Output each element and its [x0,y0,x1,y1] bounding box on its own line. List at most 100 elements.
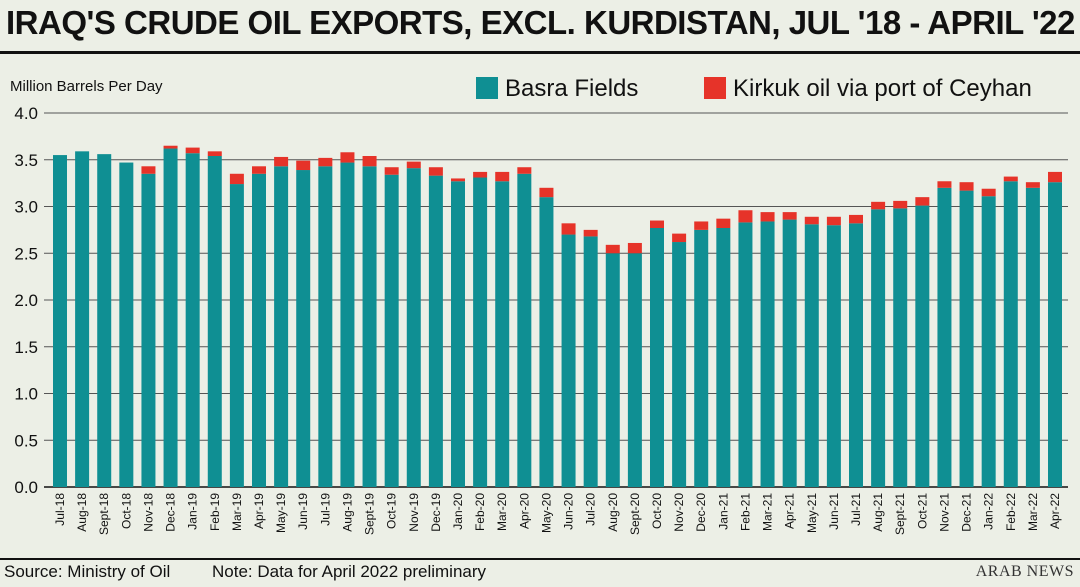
bar-basra-may-19 [274,166,289,488]
bar-basra-apr-21 [782,219,797,487]
x-tick-label: Nov-20 [672,493,686,532]
bar-basra-oct-18 [119,162,134,487]
bar-basra-sept-19 [362,166,377,488]
legend-swatch-basra [476,77,498,99]
bar-kirkuk-apr-21 [782,212,797,220]
bar-basra-mar-20 [495,181,510,487]
bar-kirkuk-mar-19 [229,173,244,185]
x-tick-label: Apr-21 [783,493,797,529]
bar-basra-sept-18 [97,154,112,487]
bar-kirkuk-dec-20 [694,221,709,230]
x-tick-label: Aug-18 [75,493,89,532]
bar-kirkuk-apr-19 [252,166,266,174]
bar-kirkuk-jan-19 [185,147,200,154]
x-tick-label: Jun-21 [827,493,841,530]
bar-basra-oct-19 [384,174,399,487]
bar-basra-jul-21 [849,223,863,487]
bar-kirkuk-nov-19 [406,161,421,169]
bar-basra-jan-22 [981,196,996,487]
bar-kirkuk-mar-22 [1025,182,1040,188]
y-axis-label: Million Barrels Per Day [10,78,163,95]
bar-basra-apr-19 [252,173,266,487]
data-note: Note: Data for April 2022 preliminary [212,562,487,581]
legend-swatch-kirkuk [704,77,726,99]
bar-basra-mar-22 [1025,187,1040,488]
bar-basra-jul-20 [583,236,598,487]
bar-kirkuk-oct-19 [384,167,399,175]
bar-basra-feb-20 [473,177,488,487]
x-tick-label: Dec-20 [694,493,708,532]
x-tick-label: Jun-20 [562,493,576,530]
source-note: Source: Ministry of Oil [4,562,171,581]
bar-kirkuk-apr-20 [517,167,532,174]
bar-kirkuk-aug-19 [340,152,355,163]
bar-basra-jun-21 [826,225,841,487]
legend: Basra Fields Kirkuk oil via port of Ceyh… [476,75,1032,102]
bar-kirkuk-nov-18 [141,166,156,174]
x-tick-label: Sept-19 [363,493,377,535]
y-tick-label: 4.0 [14,104,38,123]
bar-kirkuk-feb-21 [738,210,753,223]
bar-kirkuk-may-21 [804,216,819,225]
bar-basra-dec-20 [694,229,709,487]
bars [53,145,1062,488]
x-tick-label: Jul-20 [584,493,598,526]
x-tick-label: Apr-19 [252,493,266,529]
bar-basra-sept-21 [893,208,908,487]
x-tick-label: Dec-21 [960,493,974,532]
x-tick-label: Mar-19 [230,493,244,531]
x-tick-label: Jul-18 [53,493,67,526]
bar-basra-jun-19 [296,170,311,487]
bar-basra-nov-20 [672,242,687,487]
y-tick-label: 1.0 [14,385,38,404]
x-tick-label: Sept-18 [97,493,111,535]
y-tick-label: 0.5 [14,431,38,450]
x-tick-label: Sept-21 [893,493,907,535]
bar-kirkuk-feb-22 [1003,176,1018,182]
bar-basra-dec-18 [163,148,178,487]
y-tick-label: 1.5 [14,338,38,357]
bar-kirkuk-jun-19 [296,160,311,171]
bar-kirkuk-jan-22 [981,188,996,197]
x-tick-label: Dec-19 [429,493,443,532]
bar-kirkuk-sept-20 [627,242,642,254]
x-tick-label: Feb-22 [1004,493,1018,531]
title-divider [0,51,1080,54]
bar-kirkuk-jul-19 [318,157,333,167]
bar-basra-dec-19 [428,175,443,487]
x-tick-label: May-21 [805,493,819,533]
bar-basra-feb-22 [1003,181,1018,487]
bar-basra-oct-20 [650,228,664,487]
bar-basra-dec-21 [959,190,974,488]
bar-basra-jan-21 [716,228,731,487]
bar-kirkuk-nov-20 [672,233,687,243]
x-tick-label: Oct-21 [915,493,929,529]
bar-kirkuk-nov-21 [937,181,952,188]
bar-basra-apr-20 [517,173,532,487]
bar-basra-oct-21 [915,205,930,487]
bar-basra-jul-19 [318,166,333,488]
x-tick-label: Jan-20 [451,493,465,530]
bar-kirkuk-sept-19 [362,156,377,167]
arab-news-logo: ARAB NEWS [975,563,1074,580]
x-tick-label: Nov-21 [937,493,951,532]
bar-basra-apr-22 [1048,182,1062,487]
bar-kirkuk-may-19 [274,156,289,167]
bar-kirkuk-apr-22 [1048,171,1062,183]
bar-basra-jun-20 [561,234,576,487]
bar-kirkuk-aug-21 [871,201,886,210]
y-tick-label: 2.5 [14,244,38,263]
x-tick-label: Jan-21 [716,493,730,530]
bar-kirkuk-jun-20 [561,223,576,235]
bar-kirkuk-jul-21 [849,214,863,224]
bar-kirkuk-oct-20 [650,220,664,229]
bar-basra-aug-19 [340,162,355,487]
x-tick-label: Oct-19 [385,493,399,529]
footer-divider [0,558,1080,560]
bar-basra-nov-18 [141,173,156,487]
bar-kirkuk-aug-20 [605,244,620,254]
x-tick-label: Apr-20 [517,493,531,529]
x-axis-ticks: Jul-18 Aug-18 Sept-18 Oct-18 Nov-18 Dec-18 Jan… [53,493,1062,535]
legend-label-kirkuk: Kirkuk oil via port of Ceyhan [733,75,1032,102]
x-tick-label: Oct-20 [650,493,664,529]
